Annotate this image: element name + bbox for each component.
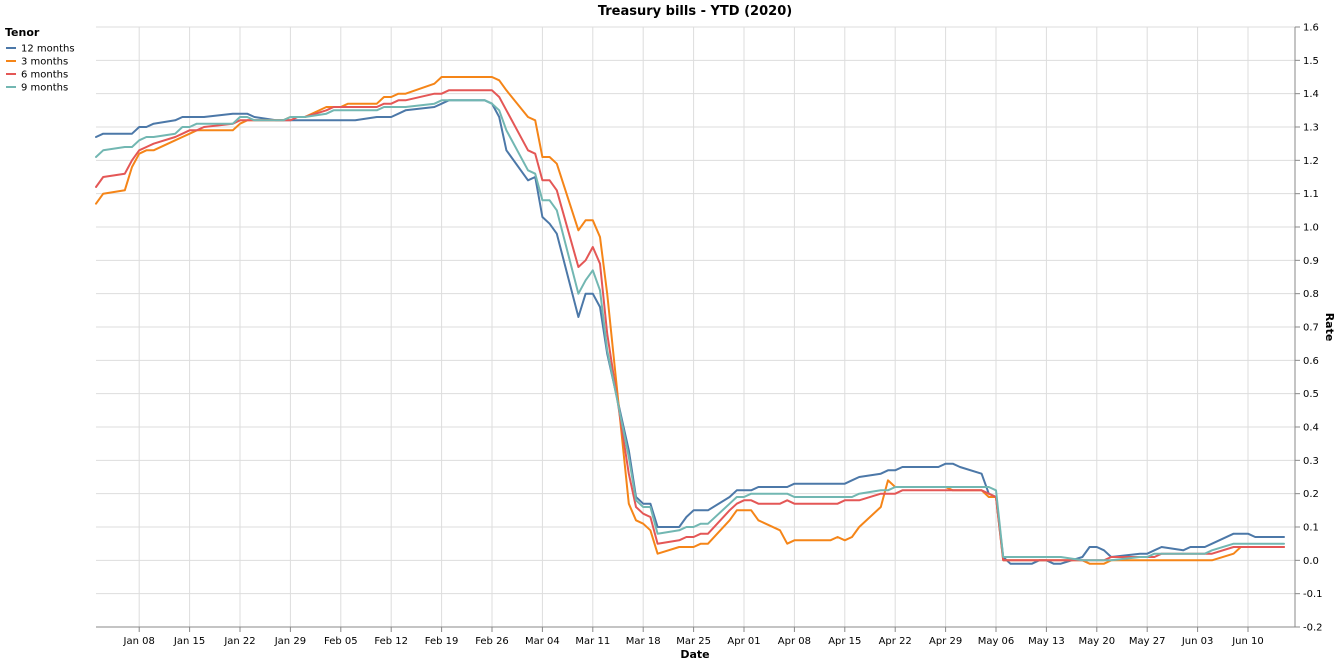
y-tick-label: 1.0: [1303, 223, 1319, 234]
legend-label: 12 months: [21, 44, 75, 55]
x-tick-label: May 13: [1028, 636, 1065, 647]
y-tick-label: 0.7: [1303, 323, 1319, 334]
x-tick-label: Apr 15: [828, 636, 861, 647]
y-tick-label: 0.6: [1303, 356, 1319, 367]
y-tick-label: 0.8: [1303, 289, 1319, 300]
x-tick-label: Apr 08: [778, 636, 811, 647]
legend-label: 6 months: [21, 70, 68, 81]
x-tick-label: Feb 12: [374, 636, 408, 647]
y-tick-label: 0.2: [1303, 489, 1319, 500]
x-tick-label: Mar 11: [575, 636, 610, 647]
x-tick-label: Jan 08: [123, 636, 155, 647]
x-tick-label: Mar 04: [525, 636, 560, 647]
y-tick-label: 0.9: [1303, 256, 1319, 267]
y-axis-title: Rate: [1323, 313, 1336, 342]
y-tick-label: 1.5: [1303, 56, 1319, 67]
x-tick-label: Mar 18: [626, 636, 661, 647]
y-tick-label: 0.4: [1303, 423, 1319, 434]
x-tick-label: May 20: [1079, 636, 1116, 647]
y-tick-label: 0.1: [1303, 523, 1319, 534]
axes: -0.2 -0.1 0.0 0.1 0.2 0.3 0.4 0.5 0.6 0.7 0.8 0.9 1.…: [96, 23, 1323, 647]
series-line-3-months: [95, 76, 1285, 565]
x-tick-label: Feb 05: [324, 636, 358, 647]
y-tick-label: 0.5: [1303, 389, 1319, 400]
chart-title: Treasury bills - YTD (2020): [598, 4, 792, 19]
y-tick-label: 1.6: [1303, 23, 1319, 34]
x-tick-label: Jun 03: [1181, 636, 1214, 647]
x-tick-label: Apr 29: [929, 636, 962, 647]
y-tick-label: 0.3: [1303, 456, 1319, 467]
y-tick-label: 1.2: [1303, 156, 1319, 167]
x-axis-title: Date: [680, 648, 709, 661]
y-tick-label: -0.2: [1303, 623, 1323, 634]
legend-label: 9 months: [21, 83, 68, 94]
x-tick-label: May 27: [1129, 636, 1166, 647]
series-line-12-months: [95, 99, 1285, 565]
legend-title: Tenor: [5, 26, 40, 39]
y-tick-label: 1.4: [1303, 89, 1319, 100]
grid: [96, 26, 1295, 628]
y-tick-label: 1.1: [1303, 189, 1319, 200]
legend: Tenor 12 months 3 months 6 months 9 months: [5, 26, 75, 94]
y-tick-label: 0.0: [1303, 556, 1319, 567]
x-tick-label: Jan 22: [223, 636, 255, 647]
x-tick-label: Jan 15: [173, 636, 205, 647]
x-tick-label: Apr 22: [879, 636, 912, 647]
y-tick-label: -0.1: [1303, 589, 1323, 600]
x-tick-label: May 06: [978, 636, 1015, 647]
y-tick-label: 1.3: [1303, 123, 1319, 134]
x-tick-label: Mar 25: [676, 636, 711, 647]
x-tick-label: Jun 10: [1231, 636, 1264, 647]
series-lines: [95, 76, 1285, 565]
x-tick-label: Feb 19: [425, 636, 459, 647]
x-tick-label: Jan 29: [274, 636, 306, 647]
x-tick-label: Feb 26: [475, 636, 509, 647]
legend-label: 3 months: [21, 57, 68, 68]
series-line-9-months: [95, 99, 1285, 562]
x-tick-label: Apr 01: [727, 636, 760, 647]
